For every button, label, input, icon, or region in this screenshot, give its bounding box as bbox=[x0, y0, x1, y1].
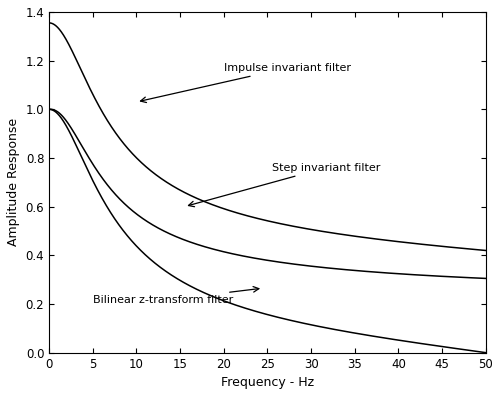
Text: Bilinear z-transform filter: Bilinear z-transform filter bbox=[93, 287, 259, 305]
Text: Impulse invariant filter: Impulse invariant filter bbox=[140, 63, 350, 103]
Text: Step invariant filter: Step invariant filter bbox=[188, 163, 380, 207]
X-axis label: Frequency - Hz: Frequency - Hz bbox=[221, 376, 314, 389]
Y-axis label: Amplitude Response: Amplitude Response bbox=[7, 118, 20, 246]
